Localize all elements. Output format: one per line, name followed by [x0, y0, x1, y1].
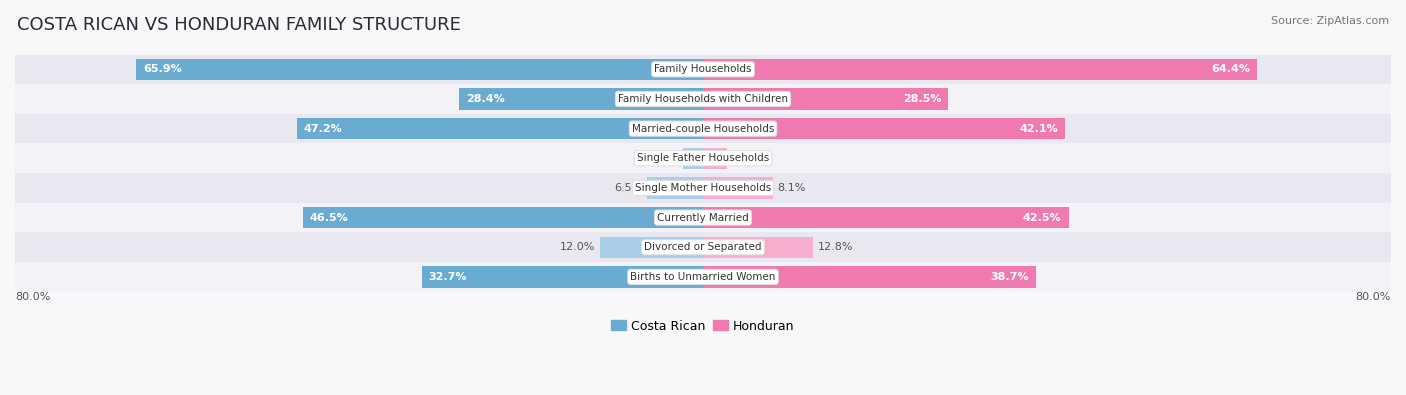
Bar: [703, 118, 1066, 139]
Text: Divorced or Separated: Divorced or Separated: [644, 242, 762, 252]
Text: Single Mother Households: Single Mother Households: [636, 183, 770, 193]
Text: 64.4%: 64.4%: [1211, 64, 1250, 74]
Bar: [15, 114, 1391, 143]
Bar: [422, 266, 703, 288]
Bar: [703, 148, 727, 169]
Text: 38.7%: 38.7%: [990, 272, 1029, 282]
Text: 42.5%: 42.5%: [1024, 213, 1062, 222]
Bar: [15, 262, 1391, 292]
Bar: [703, 177, 773, 199]
Text: 12.0%: 12.0%: [560, 242, 596, 252]
Text: 80.0%: 80.0%: [15, 292, 51, 302]
Bar: [647, 177, 703, 199]
Bar: [304, 207, 703, 228]
Bar: [15, 173, 1391, 203]
Text: Births to Unmarried Women: Births to Unmarried Women: [630, 272, 776, 282]
Bar: [703, 266, 1036, 288]
Text: Married-couple Households: Married-couple Households: [631, 124, 775, 134]
Bar: [15, 55, 1391, 84]
Text: Currently Married: Currently Married: [657, 213, 749, 222]
Bar: [458, 88, 703, 110]
Text: 2.3%: 2.3%: [651, 153, 679, 163]
Text: 46.5%: 46.5%: [309, 213, 349, 222]
Text: 80.0%: 80.0%: [1355, 292, 1391, 302]
Text: 32.7%: 32.7%: [429, 272, 467, 282]
Bar: [15, 143, 1391, 173]
Bar: [15, 232, 1391, 262]
Bar: [297, 118, 703, 139]
Text: Family Households: Family Households: [654, 64, 752, 74]
Text: 12.8%: 12.8%: [817, 242, 853, 252]
Bar: [136, 58, 703, 80]
Text: 28.4%: 28.4%: [465, 94, 505, 104]
Text: 65.9%: 65.9%: [143, 64, 181, 74]
Text: COSTA RICAN VS HONDURAN FAMILY STRUCTURE: COSTA RICAN VS HONDURAN FAMILY STRUCTURE: [17, 16, 461, 34]
Bar: [15, 84, 1391, 114]
Text: 42.1%: 42.1%: [1019, 124, 1059, 134]
Text: Single Father Households: Single Father Households: [637, 153, 769, 163]
Text: 28.5%: 28.5%: [903, 94, 941, 104]
Bar: [600, 237, 703, 258]
Bar: [703, 237, 813, 258]
Text: 6.5%: 6.5%: [614, 183, 643, 193]
Text: Family Households with Children: Family Households with Children: [619, 94, 787, 104]
Bar: [703, 58, 1257, 80]
Bar: [15, 203, 1391, 232]
Text: Source: ZipAtlas.com: Source: ZipAtlas.com: [1271, 16, 1389, 26]
Legend: Costa Rican, Honduran: Costa Rican, Honduran: [606, 315, 800, 338]
Text: 2.8%: 2.8%: [731, 153, 759, 163]
Bar: [683, 148, 703, 169]
Text: 8.1%: 8.1%: [778, 183, 806, 193]
Bar: [703, 207, 1069, 228]
Bar: [703, 88, 948, 110]
Text: 47.2%: 47.2%: [304, 124, 343, 134]
